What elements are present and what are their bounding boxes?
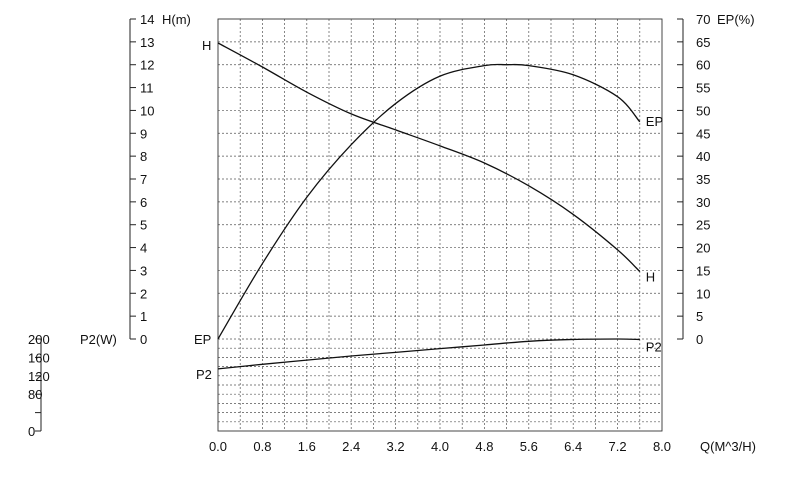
grid: [218, 19, 662, 431]
p2-axis-tick-label: 120: [28, 369, 50, 384]
x-axis-tick-label: 0.0: [209, 439, 227, 454]
h-axis-tick-label: 9: [140, 126, 147, 141]
curves: [217, 42, 641, 370]
ep-axis-tick-label: 55: [696, 81, 710, 96]
h-axis-tick-label: 6: [140, 195, 147, 210]
ep-axis-tick-label: 45: [696, 126, 710, 141]
p2-axis-tick-label: 0: [28, 424, 35, 439]
x-axis-tick-label: 2.4: [342, 439, 360, 454]
h-axis-tick-label: 14: [140, 12, 154, 27]
h-axis-tick-label: 11: [140, 81, 154, 96]
ep-axis-title: EP(%): [717, 12, 755, 27]
p2-axis-tick-label: 200: [28, 332, 50, 347]
x-axis-tick-label: 4.0: [431, 439, 449, 454]
ep-axis-tick-label: 10: [696, 286, 710, 301]
p2-axis-tick-label: 160: [28, 350, 50, 365]
ep-axis-tick-label: 5: [696, 309, 703, 324]
x-axis-tick-label: 1.6: [298, 439, 316, 454]
h-axis-tick-label: 8: [140, 149, 147, 164]
series-start-label-h: H: [202, 38, 211, 53]
h-axis-tick-label: 0: [140, 332, 147, 347]
series-line-ep: [217, 63, 641, 340]
h-axis-tick-label: 13: [140, 35, 154, 50]
series-start-label-p2: P2: [196, 367, 212, 382]
series-start-label-ep: EP: [194, 332, 211, 347]
h-axis-tick-label: 4: [140, 241, 147, 256]
ep-axis-tick-label: 70: [696, 12, 710, 27]
x-axis-tick-label: 3.2: [387, 439, 405, 454]
h-axis-tick-label: 2: [140, 286, 147, 301]
ep-axis-tick-label: 30: [696, 195, 710, 210]
x-axis-tick-label: 0.8: [253, 439, 271, 454]
series-end-label-ep: EP: [646, 114, 663, 129]
series-line-h: [217, 42, 641, 273]
series-end-label-h: H: [646, 270, 655, 285]
ep-axis-tick-label: 0: [696, 332, 703, 347]
h-axis-tick-label: 12: [140, 58, 154, 73]
series-labels: H H EP EP P2 P2: [194, 38, 663, 382]
ep-axis-tick-label: 40: [696, 149, 710, 164]
h-axis-title: H(m): [162, 12, 191, 27]
ep-axis-tick-label: 60: [696, 58, 710, 73]
h-axis-tick-label: 1: [140, 309, 147, 324]
ep-axis-tick-label: 35: [696, 172, 710, 187]
h-axis-tick-label: 3: [140, 263, 147, 278]
ep-axis-tick-label: 15: [696, 263, 710, 278]
x-axis-tick-label: 5.6: [520, 439, 538, 454]
x-axis-title: Q(M^3/H): [700, 439, 756, 454]
h-axis-tick-label: 7: [140, 172, 147, 187]
p2-axis-tick-label: 80: [28, 387, 42, 402]
series-end-label-p2: P2: [646, 339, 662, 354]
ep-axis-tick-label: 50: [696, 103, 710, 118]
h-axis-tick-label: 10: [140, 103, 154, 118]
x-axis-tick-label: 8.0: [653, 439, 671, 454]
ep-axis-tick-label: 20: [696, 241, 710, 256]
ep-axis-tick-label: 25: [696, 218, 710, 233]
ep-axis-tick-label: 65: [696, 35, 710, 50]
x-axis-tick-label: 6.4: [564, 439, 582, 454]
x-axis-tick-label: 7.2: [609, 439, 627, 454]
h-axis-tick-label: 5: [140, 218, 147, 233]
series-line-p2: [217, 338, 640, 370]
p2-axis-title: P2(W): [80, 332, 117, 347]
x-axis-tick-label: 4.8: [475, 439, 493, 454]
plot-frame: [217, 18, 663, 432]
